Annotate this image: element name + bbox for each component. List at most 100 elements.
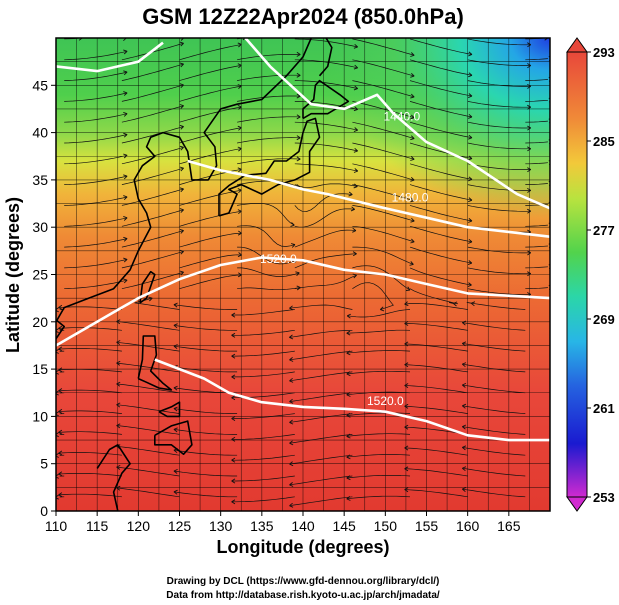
streamline bbox=[237, 95, 301, 102]
streamline bbox=[466, 302, 526, 310]
streamline bbox=[173, 304, 238, 310]
streamline bbox=[467, 288, 531, 295]
streamline bbox=[294, 38, 358, 48]
streamline-arrow bbox=[296, 135, 301, 141]
streamline bbox=[352, 121, 415, 139]
y-tick-label: 45 bbox=[32, 77, 48, 93]
streamline bbox=[237, 225, 295, 247]
streamline-arrow bbox=[116, 340, 121, 345]
streamline-arrow bbox=[179, 104, 184, 109]
streamline bbox=[462, 405, 526, 414]
streamline bbox=[179, 44, 242, 61]
streamline-arrow bbox=[468, 197, 473, 203]
streamline bbox=[289, 392, 353, 402]
streamline-arrow bbox=[296, 72, 301, 78]
streamline-arrow bbox=[453, 301, 458, 307]
streamline-arrow bbox=[58, 408, 63, 414]
streamline bbox=[289, 454, 353, 465]
streamline-arrow bbox=[410, 93, 415, 99]
streamline bbox=[347, 309, 411, 318]
y-tick-label: 5 bbox=[40, 456, 48, 472]
colorbar: 293 285 277 269 261 253 bbox=[566, 37, 615, 512]
streamline bbox=[294, 208, 355, 228]
streamline-arrow bbox=[353, 168, 359, 173]
streamlines bbox=[56, 38, 550, 508]
streamline-arrow bbox=[179, 208, 184, 213]
streamline bbox=[346, 454, 411, 458]
x-tick-label: 110 bbox=[45, 518, 68, 534]
plot-area: 1440.0 1480.0 1520.0 1520.0 bbox=[56, 38, 550, 511]
streamline bbox=[179, 127, 242, 144]
streamline-arrow bbox=[404, 424, 409, 430]
streamline-arrow bbox=[179, 124, 184, 130]
streamline bbox=[409, 225, 472, 243]
coastline bbox=[154, 420, 193, 455]
streamline bbox=[116, 321, 180, 331]
streamline-arrow bbox=[58, 492, 63, 498]
streamline-arrow bbox=[116, 381, 121, 387]
streamline bbox=[352, 246, 414, 265]
streamline bbox=[58, 368, 122, 373]
streamline bbox=[179, 64, 242, 81]
streamline bbox=[467, 163, 531, 170]
streamline-arrow bbox=[289, 305, 294, 311]
streamline bbox=[64, 279, 128, 290]
streamline bbox=[352, 265, 411, 291]
streamline bbox=[352, 163, 415, 181]
streamline bbox=[409, 80, 473, 97]
streamline-arrow bbox=[231, 395, 236, 401]
streamline-arrow bbox=[468, 134, 473, 140]
streamline-arrow bbox=[409, 261, 414, 266]
streamline bbox=[346, 391, 411, 396]
streamline bbox=[64, 50, 128, 61]
streamline bbox=[179, 254, 242, 269]
streamline-arrow bbox=[116, 319, 121, 325]
streamline bbox=[294, 229, 356, 248]
streamline-arrow bbox=[410, 135, 415, 141]
streamline-arrow bbox=[237, 42, 242, 48]
streamline-arrow bbox=[58, 367, 63, 373]
streamline-arrow bbox=[353, 64, 358, 70]
streamline bbox=[409, 288, 459, 305]
streamline bbox=[467, 80, 531, 87]
streamline bbox=[404, 385, 468, 394]
streamline-arrow bbox=[56, 453, 59, 458]
y-tick-label: 10 bbox=[32, 408, 48, 424]
streamline bbox=[116, 425, 180, 435]
streamline-arrow bbox=[237, 84, 242, 89]
streamline bbox=[294, 142, 358, 152]
x-tick-label: 130 bbox=[209, 518, 233, 534]
streamline-arrow bbox=[148, 296, 153, 302]
streamline bbox=[121, 105, 184, 123]
streamline bbox=[352, 225, 415, 243]
streamline bbox=[525, 183, 548, 185]
streamline-arrow bbox=[123, 91, 128, 96]
streamline bbox=[289, 329, 353, 338]
streamline bbox=[294, 121, 358, 131]
streamline-arrow bbox=[410, 197, 415, 203]
streamline bbox=[231, 329, 295, 336]
streamline bbox=[409, 267, 472, 286]
streamline bbox=[289, 304, 353, 310]
x-tick-label: 135 bbox=[250, 518, 274, 534]
streamline-arrow bbox=[353, 85, 358, 91]
streamline-arrow bbox=[346, 392, 351, 397]
streamline bbox=[294, 193, 353, 212]
y-tick-label: 25 bbox=[32, 267, 48, 283]
streamline-arrow bbox=[405, 286, 411, 291]
credit-data: Data from http://database.rish.kyoto-u.a… bbox=[166, 590, 440, 601]
streamline bbox=[121, 188, 184, 206]
streamline bbox=[462, 426, 526, 435]
streamline-arrow bbox=[56, 328, 59, 334]
x-tick-label: 140 bbox=[291, 518, 315, 534]
streamline-arrow bbox=[468, 93, 473, 99]
x-tick-label: 165 bbox=[497, 518, 521, 534]
streamline-arrow bbox=[379, 306, 385, 312]
streamline bbox=[346, 350, 411, 354]
colorbar-tick-label: 253 bbox=[593, 490, 615, 505]
streamline-arrow bbox=[237, 146, 242, 152]
streamline-arrow bbox=[116, 423, 121, 429]
streamline-arrow bbox=[289, 377, 294, 383]
streamline bbox=[525, 58, 548, 61]
